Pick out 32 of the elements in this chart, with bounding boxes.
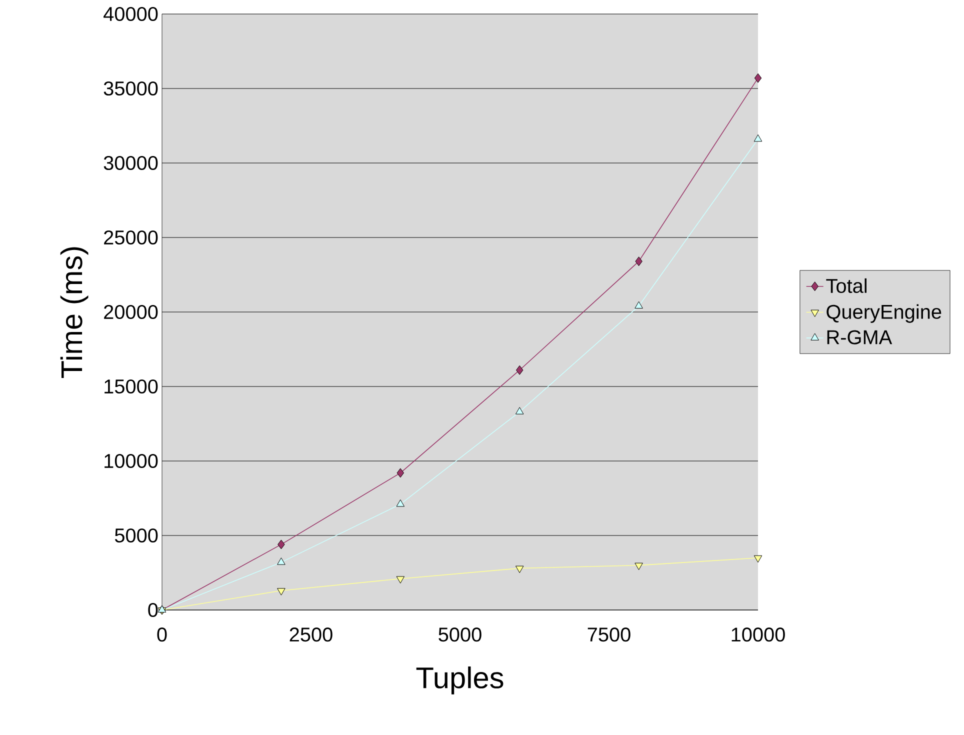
y-tick-label: 30000 xyxy=(104,156,158,170)
point xyxy=(277,588,286,596)
point xyxy=(516,365,524,375)
point xyxy=(754,555,762,563)
point xyxy=(278,540,285,550)
point xyxy=(634,301,643,309)
y-tick-label: 40000 xyxy=(104,6,158,22)
y-tick-label: 10000 xyxy=(104,454,158,468)
point xyxy=(515,407,524,414)
x-tick-label: 10000 xyxy=(732,628,785,642)
x-tick-label: 2500 xyxy=(290,628,332,642)
x-tick-label: 7500 xyxy=(588,628,630,642)
legend-label: Total xyxy=(826,278,867,294)
x-tick-label: 5000 xyxy=(438,628,482,642)
y-axis-title: Time (ms) xyxy=(60,247,88,378)
point xyxy=(635,256,642,266)
y-tick-label: 5000 xyxy=(114,528,158,543)
point xyxy=(396,468,404,478)
point xyxy=(634,562,643,570)
point xyxy=(396,576,405,584)
y-tick-label: 0 xyxy=(148,602,158,618)
point xyxy=(515,566,524,574)
legend-label: R-GMA xyxy=(827,330,892,344)
y-tick-label: 15000 xyxy=(104,379,158,394)
y-tick-label: 25000 xyxy=(104,230,158,245)
y-tick-label: 20000 xyxy=(104,304,158,320)
x-tick-label: 0 xyxy=(157,628,167,642)
y-tick-label: 35000 xyxy=(104,81,158,96)
point xyxy=(754,134,762,142)
point xyxy=(754,73,762,83)
x-axis-title: Tuples xyxy=(416,666,504,694)
legend-label: QueryEngine xyxy=(826,304,942,323)
